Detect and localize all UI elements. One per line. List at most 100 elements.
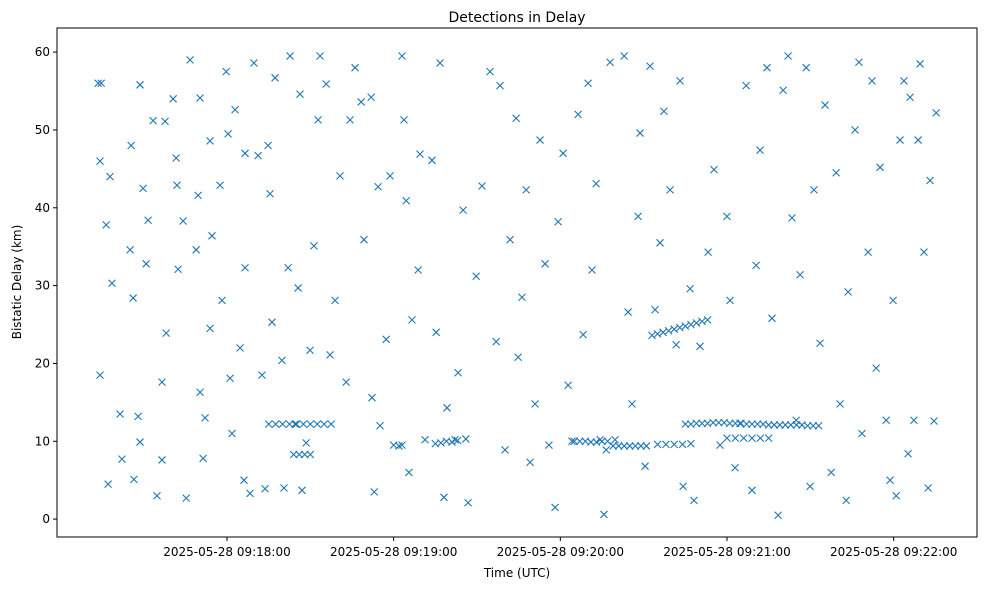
data-point bbox=[692, 419, 701, 428]
data-point bbox=[714, 418, 723, 427]
data-point bbox=[709, 418, 717, 427]
data-point bbox=[374, 182, 382, 191]
data-point bbox=[648, 331, 656, 340]
data-point bbox=[636, 129, 644, 137]
y-tick-label: 20 bbox=[35, 356, 50, 370]
data-point bbox=[199, 454, 207, 463]
data-point bbox=[752, 261, 761, 270]
data-point bbox=[664, 326, 673, 335]
data-point bbox=[292, 420, 301, 429]
data-point bbox=[710, 165, 718, 174]
data-point bbox=[620, 442, 629, 450]
data-point bbox=[408, 315, 416, 324]
data-point bbox=[254, 151, 262, 160]
data-point bbox=[291, 420, 299, 429]
data-point bbox=[796, 270, 804, 279]
data-point bbox=[443, 403, 451, 412]
data-point bbox=[703, 315, 712, 324]
data-point bbox=[136, 80, 144, 89]
data-point bbox=[614, 442, 623, 450]
data-point bbox=[295, 450, 304, 459]
data-point bbox=[637, 442, 645, 450]
data-point bbox=[454, 368, 462, 377]
data-point bbox=[739, 434, 748, 443]
data-point bbox=[704, 248, 712, 257]
y-tick-label: 0 bbox=[42, 512, 50, 526]
data-point bbox=[271, 420, 280, 429]
data-point bbox=[725, 419, 734, 428]
data-point bbox=[459, 206, 467, 215]
data-point bbox=[620, 52, 629, 60]
data-point bbox=[526, 458, 534, 467]
data-point bbox=[351, 63, 359, 72]
data-point bbox=[258, 371, 266, 380]
data-point bbox=[814, 421, 823, 430]
data-point bbox=[906, 93, 914, 102]
data-point bbox=[216, 181, 224, 190]
data-point bbox=[284, 263, 292, 272]
data-point bbox=[559, 149, 567, 158]
data-point bbox=[698, 419, 706, 428]
data-point bbox=[670, 440, 679, 449]
data-point bbox=[575, 437, 584, 446]
data-point bbox=[302, 438, 311, 447]
data-point bbox=[656, 238, 664, 247]
data-point bbox=[779, 86, 787, 95]
data-point bbox=[676, 77, 684, 85]
data-point bbox=[900, 77, 908, 85]
data-point bbox=[896, 136, 904, 144]
data-point bbox=[322, 80, 331, 88]
data-point bbox=[462, 435, 470, 443]
x-tick-label: 2025-05-28 09:19:00 bbox=[330, 545, 457, 559]
data-point bbox=[821, 101, 829, 109]
data-point bbox=[241, 149, 249, 158]
x-tick-label: 2025-05-28 09:21:00 bbox=[663, 545, 790, 559]
data-point bbox=[94, 79, 102, 88]
data-point bbox=[296, 90, 304, 99]
data-point bbox=[400, 115, 408, 124]
data-point bbox=[832, 168, 841, 177]
data-point bbox=[264, 141, 272, 150]
y-axis-label: Bistatic Delay (km) bbox=[10, 225, 24, 340]
x-axis-label: Time (UTC) bbox=[483, 566, 550, 580]
data-point bbox=[208, 231, 216, 240]
data-point bbox=[136, 438, 144, 446]
data-point bbox=[306, 450, 315, 459]
data-point bbox=[158, 378, 166, 387]
data-point bbox=[787, 421, 795, 429]
data-point bbox=[173, 181, 181, 190]
data-point bbox=[753, 420, 762, 429]
chart-title: Detections in Delay bbox=[448, 10, 585, 26]
data-point bbox=[436, 59, 444, 67]
data-point bbox=[696, 342, 704, 351]
data-point bbox=[836, 400, 844, 408]
data-point bbox=[149, 116, 157, 125]
y-tick-label: 50 bbox=[35, 123, 50, 137]
data-point bbox=[598, 437, 606, 446]
data-point bbox=[386, 171, 394, 180]
data-point bbox=[842, 496, 851, 505]
data-point bbox=[588, 266, 596, 274]
data-point bbox=[261, 484, 269, 493]
data-point bbox=[726, 296, 734, 305]
data-point bbox=[775, 421, 784, 429]
data-point bbox=[432, 328, 441, 337]
data-point bbox=[764, 434, 773, 443]
data-point bbox=[357, 98, 366, 106]
data-point bbox=[106, 172, 114, 181]
data-point bbox=[268, 318, 276, 327]
data-point bbox=[748, 434, 756, 443]
data-point bbox=[904, 449, 912, 458]
data-point bbox=[536, 136, 544, 144]
data-point bbox=[809, 421, 817, 430]
data-point bbox=[554, 217, 562, 226]
data-point bbox=[472, 272, 481, 281]
data-point bbox=[206, 136, 214, 145]
x-tick-label: 2025-05-28 09:18:00 bbox=[163, 545, 290, 559]
data-point bbox=[342, 378, 351, 387]
data-point bbox=[889, 296, 897, 305]
data-point bbox=[672, 340, 681, 349]
data-point bbox=[421, 435, 429, 444]
data-point bbox=[651, 305, 659, 314]
